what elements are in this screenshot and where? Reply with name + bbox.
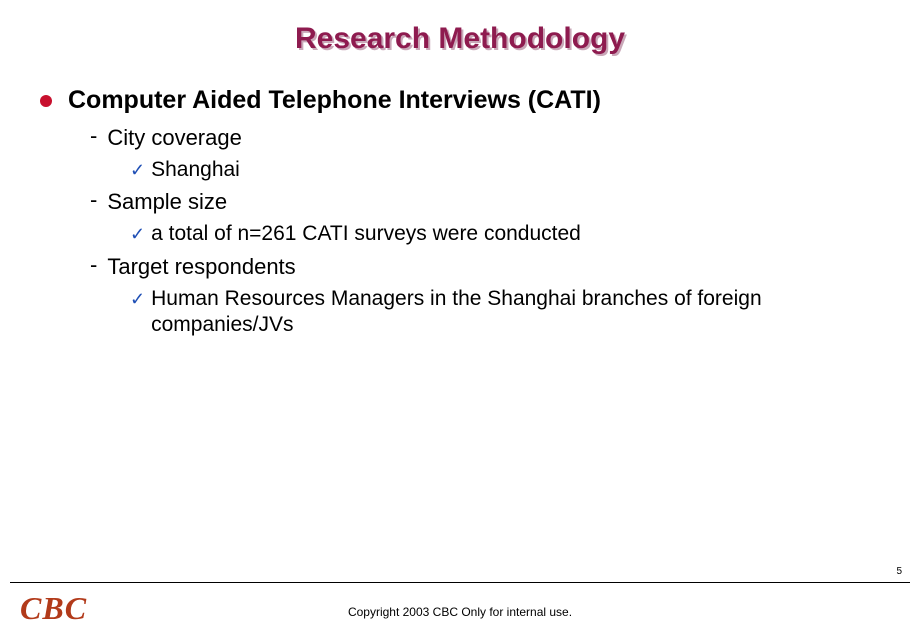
bullet-level3: ✓ a total of n=261 CATI surveys were con… — [130, 221, 880, 247]
footer: CBC Copyright 2003 CBC Only for internal… — [0, 579, 920, 637]
bullet-level2-text: Target respondents — [107, 254, 295, 280]
dash-icon: - — [90, 187, 97, 213]
dash-icon: - — [90, 252, 97, 278]
bullet-level3-text: Shanghai — [151, 157, 240, 183]
bullet-level2-text: Sample size — [107, 189, 227, 215]
slide-content: Computer Aided Telephone Interviews (CAT… — [0, 56, 920, 338]
slide-title-text: Research Methodology — [295, 22, 625, 55]
check-icon: ✓ — [130, 289, 145, 310]
check-icon: ✓ — [130, 224, 145, 245]
check-icon: ✓ — [130, 160, 145, 181]
bullet-level2: - Target respondents — [90, 254, 880, 280]
bullet-level2: - Sample size — [90, 189, 880, 215]
bullet-level3: ✓ Shanghai — [130, 157, 880, 183]
bullet-level2-text: City coverage — [107, 125, 242, 151]
bullet-dot-icon — [40, 95, 52, 107]
slide-title: Research Methodology — [0, 0, 920, 56]
slide: Research Methodology Computer Aided Tele… — [0, 0, 920, 637]
dash-icon: - — [90, 123, 97, 149]
bullet-level1-text: Computer Aided Telephone Interviews (CAT… — [68, 86, 601, 115]
copyright-text: Copyright 2003 CBC Only for internal use… — [0, 605, 920, 619]
bullet-level3-text: a total of n=261 CATI surveys were condu… — [151, 221, 581, 247]
bullet-level1: Computer Aided Telephone Interviews (CAT… — [40, 86, 880, 115]
bullet-level2: - City coverage — [90, 125, 880, 151]
bullet-level3: ✓ Human Resources Managers in the Shangh… — [130, 286, 880, 339]
page-number: 5 — [896, 566, 902, 577]
bullet-level3-text: Human Resources Managers in the Shanghai… — [151, 286, 840, 339]
